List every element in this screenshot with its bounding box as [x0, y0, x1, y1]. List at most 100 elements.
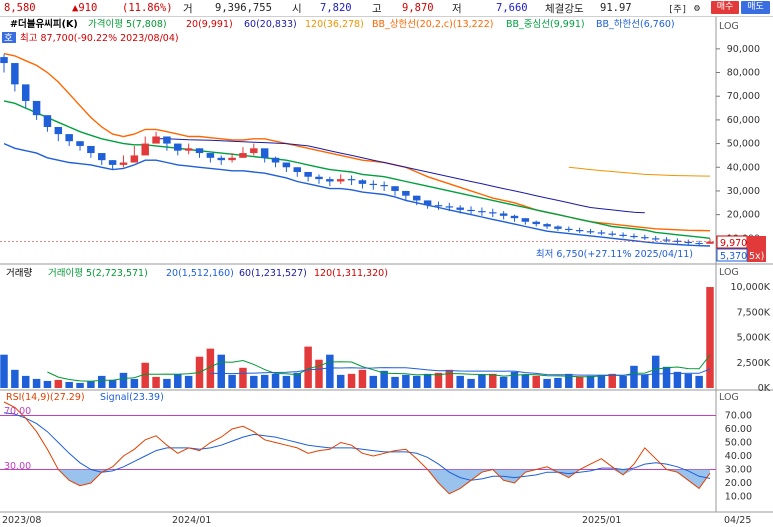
volume-bar: [510, 371, 519, 388]
price-change-pct: (11.86%): [122, 2, 173, 14]
volume-bar: [423, 373, 432, 388]
candle-body: [184, 148, 193, 151]
volume-bar: [184, 375, 193, 388]
volume-bar: [282, 375, 291, 388]
candle-body: [434, 205, 443, 207]
volume-value: 9,396,755: [215, 2, 272, 14]
vol-legend-2: 20(1,512,160): [166, 268, 234, 279]
quote-badge-bg[interactable]: [2, 32, 16, 43]
volume-bar: [54, 379, 63, 388]
rsi-oversold-area: [4, 469, 710, 494]
price-y-tick: 90,000: [727, 44, 760, 55]
price-log-icon[interactable]: LOG: [719, 21, 739, 32]
rsi-signal-line: [3, 412, 711, 481]
volume-bar: [304, 346, 312, 388]
candle-body: [11, 63, 19, 85]
volume-panel[interactable]: [0, 287, 714, 388]
candle-body: [532, 221, 540, 225]
volume-bar: [554, 377, 562, 388]
candle-body: [521, 218, 530, 222]
volume-bar: [369, 375, 378, 388]
rsi-log-icon[interactable]: LOG: [719, 392, 739, 403]
candle-body: [489, 212, 497, 214]
candle-body: [565, 228, 573, 231]
price-change: ▲910: [72, 2, 98, 14]
candle-body: [174, 143, 182, 151]
volume-bar: [358, 369, 367, 388]
candle-body: [65, 134, 73, 142]
buy-button[interactable]: 매수: [711, 1, 739, 14]
vol-legend-3: 60(1,231,527): [239, 268, 307, 279]
volume-bar: [336, 374, 345, 388]
candle-body: [575, 230, 584, 232]
open-value: 7,820: [320, 2, 352, 14]
bb-mid-line: [3, 100, 711, 239]
candle-body: [695, 243, 703, 245]
candle-body: [347, 179, 356, 181]
gear-icon[interactable]: ⚙: [694, 2, 701, 14]
candle-body: [445, 206, 454, 208]
volume-y-tick: 0K: [758, 383, 771, 394]
volume-bar: [380, 370, 388, 388]
volume-bar: [174, 373, 182, 388]
max-price-note: 최고 87,700(-90.22% 2023/08/04): [20, 33, 179, 44]
candle-body: [456, 207, 464, 210]
quote-badge[interactable]: 호: [4, 33, 13, 44]
rsi-legend-0: RSI(14,9)(27.29): [6, 392, 85, 403]
volume-bar: [271, 373, 280, 388]
price-y-tick: 20,000: [727, 210, 760, 221]
legend-ma20: 20(9,991): [186, 19, 233, 30]
volume-bar: [651, 355, 660, 388]
strength-value: 91.97: [600, 2, 632, 14]
candle-body: [630, 235, 638, 238]
volume-bar: [141, 362, 149, 388]
candle-body: [662, 239, 671, 241]
candle-body: [163, 136, 171, 144]
price-tag-extra: 5x): [749, 251, 764, 262]
price-tag-current-box: [747, 236, 766, 262]
candle-body: [651, 238, 660, 240]
price-y-tick: 80,000: [727, 68, 760, 79]
volume-bar: [706, 287, 714, 388]
volume-y-tick: 10,000K: [731, 282, 771, 293]
candle-body: [673, 240, 682, 242]
volume-bar: [619, 375, 627, 388]
bb-lower-line: [3, 142, 711, 247]
candle-body: [260, 148, 269, 158]
volume-bar: [32, 378, 41, 388]
volume-bar: [684, 373, 693, 388]
rsi-y-tick: 30.00: [725, 465, 752, 476]
candle-body: [0, 57, 8, 64]
mode-toggle[interactable]: [주]: [668, 4, 688, 15]
candle-body: [641, 237, 649, 239]
volume-y-tick: 2,500K: [737, 358, 771, 369]
candle-body: [98, 153, 106, 161]
candle-body: [293, 167, 302, 172]
candle-body: [423, 200, 432, 206]
candle-body: [684, 241, 693, 244]
volume-log-icon[interactable]: LOG: [719, 267, 739, 278]
candle-body: [597, 232, 606, 234]
legend-ma120: 120(36,278): [305, 19, 364, 30]
rsi-y-tick: 20.00: [725, 478, 752, 489]
candle-body: [706, 241, 714, 244]
candle-body: [499, 213, 508, 216]
volume-bar: [152, 376, 160, 388]
candle-body: [206, 153, 215, 158]
volume-label: 거: [183, 2, 193, 15]
sell-button[interactable]: 매도: [741, 1, 770, 14]
candle-body: [87, 145, 95, 154]
candle-body: [336, 179, 345, 182]
volume-bar: [445, 369, 454, 388]
open-label: 시: [292, 2, 302, 15]
volume-bar: [412, 375, 421, 388]
candle-body: [304, 172, 312, 177]
price-y-tick: 40,000: [727, 162, 760, 173]
candle-body: [326, 179, 334, 182]
volume-bar: [630, 365, 638, 388]
candle-body: [315, 176, 323, 180]
price-panel[interactable]: [0, 52, 716, 247]
candle-body: [412, 195, 421, 201]
rsi-panel[interactable]: [0, 401, 716, 495]
